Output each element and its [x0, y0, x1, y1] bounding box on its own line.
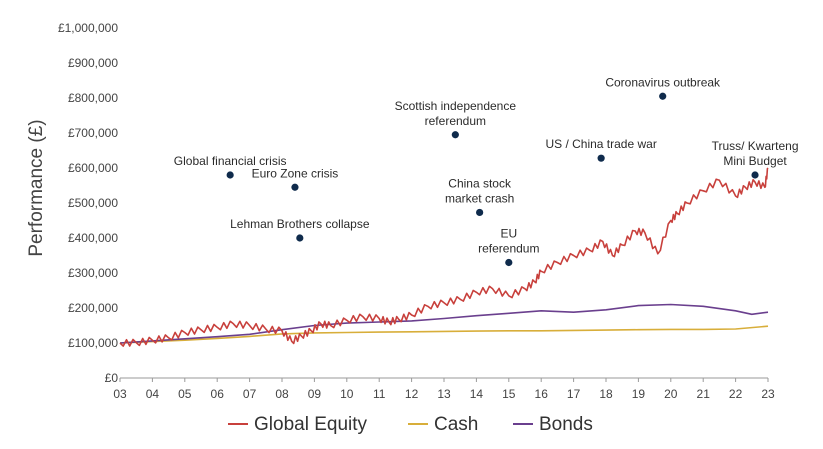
legend-label: Cash: [434, 414, 478, 435]
series-line-global-equity: [119, 167, 769, 347]
annotation-label: Lehman Brothers collapse: [230, 217, 370, 231]
y-tick-label: £900,000: [68, 56, 118, 70]
x-tick-label: 08: [275, 387, 289, 401]
legend-label: Global Equity: [254, 414, 368, 435]
annotation-label: Truss/ Kwarteng: [712, 139, 799, 153]
x-tick-label: 10: [340, 387, 354, 401]
y-tick-label: £200,000: [68, 301, 118, 315]
legend: Global Equity Cash Bonds: [228, 414, 593, 435]
annotation-marker: [659, 92, 667, 100]
annotation-label: Scottish independence: [395, 99, 517, 113]
annotation-marker: [476, 208, 484, 217]
annotation-label: Mini Budget: [723, 154, 787, 168]
x-tick-label: 17: [567, 387, 581, 401]
x-tick-label: 14: [470, 387, 484, 401]
annotation-label: Euro Zone crisis: [252, 166, 339, 180]
annotation-label: referendum: [425, 114, 486, 128]
x-tick-label: 04: [146, 387, 160, 401]
y-tick-label: £0: [105, 371, 119, 385]
series-line-cash: [119, 325, 769, 344]
x-tick-label: 03: [113, 387, 127, 401]
annotation-marker: [226, 171, 234, 179]
series-lines: [119, 167, 769, 347]
annotation-marker: [296, 234, 304, 242]
x-tick-label: 15: [502, 387, 516, 401]
y-tick-label: £1,000,000: [58, 21, 118, 35]
y-tick-label: £400,000: [68, 231, 118, 245]
annotation-label: referendum: [478, 242, 539, 256]
series-line-bonds: [119, 303, 769, 344]
x-tick-label: 11: [373, 387, 386, 401]
y-axis-label: Performance (£): [26, 119, 47, 256]
x-tick-label: 13: [437, 387, 451, 401]
annotation-marker: [597, 154, 605, 162]
x-tick-label: 06: [211, 387, 225, 401]
legend-label: Bonds: [539, 414, 593, 435]
x-tick-label: 21: [697, 387, 711, 401]
x-tick-label: 19: [632, 387, 646, 401]
x-tick-label: 07: [243, 387, 257, 401]
x-tick-label: 12: [405, 387, 419, 401]
y-tick-label: £500,000: [68, 196, 118, 210]
x-tick-label: 18: [599, 387, 613, 401]
y-tick-label: £800,000: [68, 91, 118, 105]
annotation-label: Global financial crisis: [174, 154, 287, 168]
x-tick-label: 22: [729, 387, 743, 401]
y-tick-label: £100,000: [68, 336, 118, 350]
annotation-label: market crash: [445, 191, 514, 205]
annotation-marker: [751, 171, 759, 179]
y-axis-label-group: Performance (£): [26, 119, 47, 256]
x-tick-label: 09: [308, 387, 322, 401]
annotation-marker: [451, 131, 459, 139]
x-tick-label: 16: [535, 387, 549, 401]
y-tick-label: £700,000: [68, 126, 118, 140]
y-tick-label: £300,000: [68, 266, 118, 280]
x-tick-label: 23: [761, 387, 775, 401]
annotation-label: US / China trade war: [545, 137, 656, 151]
x-tick-label: 20: [664, 387, 678, 401]
x-tick-label: 05: [178, 387, 192, 401]
y-tick-label: £600,000: [68, 161, 118, 175]
annotation-label: China stock: [448, 176, 512, 190]
annotation-marker: [505, 258, 513, 267]
axes: £0 £100,000 £200,000 £300,000 £400,000 £500,0…: [58, 21, 775, 401]
annotation-marker: [291, 183, 299, 191]
annotation-label: EU: [500, 227, 517, 241]
annotation-label: Coronavirus outbreak: [605, 75, 721, 89]
